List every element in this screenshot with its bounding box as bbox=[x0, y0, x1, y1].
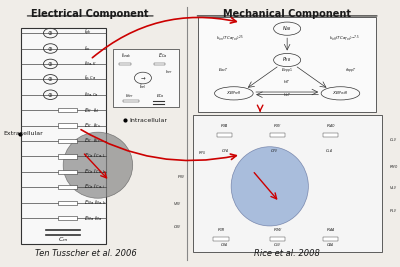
FancyBboxPatch shape bbox=[192, 115, 382, 252]
Text: $P_{LV}$: $P_{LV}$ bbox=[390, 207, 398, 215]
Text: $I_{Na,K}$: $I_{Na,K}$ bbox=[84, 60, 98, 68]
Text: Electrical Component: Electrical Component bbox=[32, 9, 149, 19]
Text: $E_{avT}$: $E_{avT}$ bbox=[218, 67, 228, 74]
FancyBboxPatch shape bbox=[198, 17, 376, 112]
Text: $E_{Ca}$: $E_{Ca}$ bbox=[158, 52, 167, 60]
Text: $P_{XB}$: $P_{XB}$ bbox=[282, 56, 292, 65]
Text: $\oplus$: $\oplus$ bbox=[47, 91, 54, 99]
Text: $R_{MO}$: $R_{MO}$ bbox=[390, 163, 399, 171]
Text: $I_{rer}$: $I_{rer}$ bbox=[165, 68, 173, 76]
Text: $\rightarrow$: $\rightarrow$ bbox=[139, 74, 147, 82]
Text: $R_{TR}$: $R_{TR}$ bbox=[216, 227, 225, 234]
FancyBboxPatch shape bbox=[323, 133, 338, 137]
Text: $E_{Na}\ I_{Na,b}$: $E_{Na}\ I_{Na,b}$ bbox=[84, 199, 107, 207]
FancyBboxPatch shape bbox=[213, 237, 229, 241]
FancyBboxPatch shape bbox=[58, 201, 77, 205]
FancyBboxPatch shape bbox=[58, 123, 77, 128]
Text: $N_{XB}$: $N_{XB}$ bbox=[282, 24, 292, 33]
Text: $P_{RV}$: $P_{RV}$ bbox=[177, 173, 185, 181]
FancyBboxPatch shape bbox=[58, 108, 77, 112]
Ellipse shape bbox=[231, 147, 308, 226]
Text: $R_{PU}$: $R_{PU}$ bbox=[198, 150, 206, 157]
Text: $I_{pk}$: $I_{pk}$ bbox=[84, 28, 92, 38]
Text: $h_{fT}$: $h_{fT}$ bbox=[283, 78, 291, 86]
FancyBboxPatch shape bbox=[58, 216, 77, 220]
FancyBboxPatch shape bbox=[123, 100, 139, 103]
Text: $I_{tfer}$: $I_{tfer}$ bbox=[125, 93, 134, 100]
FancyBboxPatch shape bbox=[113, 49, 179, 107]
Text: $V_{RV}$: $V_{RV}$ bbox=[173, 201, 182, 208]
Text: $C_{AA}$: $C_{AA}$ bbox=[326, 242, 335, 249]
FancyBboxPatch shape bbox=[58, 185, 77, 189]
Text: $C_{RA}$: $C_{RA}$ bbox=[220, 242, 229, 249]
Text: $\oplus$: $\oplus$ bbox=[47, 45, 54, 53]
FancyBboxPatch shape bbox=[323, 237, 338, 241]
Text: $C_{LV}$: $C_{LV}$ bbox=[390, 136, 398, 144]
Text: $R_{AA}$: $R_{AA}$ bbox=[326, 227, 335, 234]
Text: $E_K\ \ I_{Kr}$: $E_K\ \ I_{Kr}$ bbox=[84, 136, 101, 146]
Text: $E_{Ca}\ I_{Ca,i}$: $E_{Ca}\ I_{Ca,i}$ bbox=[84, 183, 106, 191]
Text: $\oplus$: $\oplus$ bbox=[47, 75, 54, 83]
Text: $R_{AO}$: $R_{AO}$ bbox=[326, 122, 335, 130]
Text: $k_{on}(TCa_{Tot})^{2.5}$: $k_{on}(TCa_{Tot})^{2.5}$ bbox=[216, 33, 244, 43]
Text: $C_{PV}$: $C_{PV}$ bbox=[270, 147, 278, 155]
Text: $E_{Na}\ I_{Na}$: $E_{Na}\ I_{Na}$ bbox=[84, 214, 103, 222]
Text: $C_{LA}$: $C_{LA}$ bbox=[325, 147, 333, 155]
FancyBboxPatch shape bbox=[58, 154, 77, 159]
FancyBboxPatch shape bbox=[21, 28, 106, 245]
Text: $XB_{PostR}$: $XB_{PostR}$ bbox=[332, 89, 349, 97]
FancyBboxPatch shape bbox=[270, 237, 286, 241]
Text: $E_K\ \ I_{kl}$: $E_K\ \ I_{kl}$ bbox=[84, 106, 100, 115]
Text: $C_{RV}$: $C_{RV}$ bbox=[172, 224, 182, 231]
Text: $E_{Ca}\ I_{Ca,L}$: $E_{Ca}\ I_{Ca,L}$ bbox=[84, 152, 106, 160]
Text: $XB_{PreR}$: $XB_{PreR}$ bbox=[226, 89, 241, 97]
Text: Intracellular: Intracellular bbox=[129, 118, 167, 123]
Text: $E_{epp1}$: $E_{epp1}$ bbox=[281, 66, 293, 75]
Text: $k_{off}(TCa_{Tot})^{-7.5}$: $k_{off}(TCa_{Tot})^{-7.5}$ bbox=[328, 33, 360, 43]
Ellipse shape bbox=[63, 132, 133, 198]
FancyBboxPatch shape bbox=[154, 62, 165, 65]
FancyBboxPatch shape bbox=[58, 139, 77, 143]
Text: $E_K\ \ I_{Ks}$: $E_K\ \ I_{Ks}$ bbox=[84, 121, 102, 130]
FancyBboxPatch shape bbox=[119, 62, 131, 65]
Text: $R_{PV}$: $R_{PV}$ bbox=[273, 122, 282, 130]
Text: Rice et al. 2008: Rice et al. 2008 bbox=[254, 249, 320, 258]
Text: $R_{PA}$: $R_{PA}$ bbox=[220, 122, 229, 130]
Text: $E_{Ca}$: $E_{Ca}$ bbox=[156, 93, 165, 100]
Text: $I_{p,Ca}$: $I_{p,Ca}$ bbox=[84, 74, 97, 84]
Text: $I_{rel}$: $I_{rel}$ bbox=[139, 82, 147, 91]
Text: $\oplus$: $\oplus$ bbox=[47, 29, 54, 37]
Text: $I_{to}$: $I_{to}$ bbox=[84, 44, 92, 53]
Text: $E_{Ca}\ I_{Ca,b}$: $E_{Ca}\ I_{Ca,b}$ bbox=[84, 168, 107, 176]
Text: Ten Tusscher et al. 2006: Ten Tusscher et al. 2006 bbox=[36, 249, 137, 258]
Text: Extracellular: Extracellular bbox=[3, 131, 43, 136]
Text: $C_m$: $C_m$ bbox=[58, 235, 68, 244]
Text: $C_{PA}$: $C_{PA}$ bbox=[220, 147, 229, 155]
Text: $I_{leak}$: $I_{leak}$ bbox=[121, 52, 132, 60]
Text: $h_{bT}$: $h_{bT}$ bbox=[283, 91, 291, 99]
Text: $V_{LV}$: $V_{LV}$ bbox=[390, 184, 398, 192]
Text: $\oplus$: $\oplus$ bbox=[47, 60, 54, 68]
FancyBboxPatch shape bbox=[217, 133, 232, 137]
Text: $I_{Na,Ca}$: $I_{Na,Ca}$ bbox=[84, 91, 100, 99]
Text: $f_{appT}$: $f_{appT}$ bbox=[345, 66, 357, 75]
FancyBboxPatch shape bbox=[270, 133, 286, 137]
Text: $R_{MV}$: $R_{MV}$ bbox=[273, 227, 283, 234]
Text: $C_{SV}$: $C_{SV}$ bbox=[273, 242, 282, 249]
FancyBboxPatch shape bbox=[58, 170, 77, 174]
Text: Mechanical Component: Mechanical Component bbox=[223, 9, 351, 19]
